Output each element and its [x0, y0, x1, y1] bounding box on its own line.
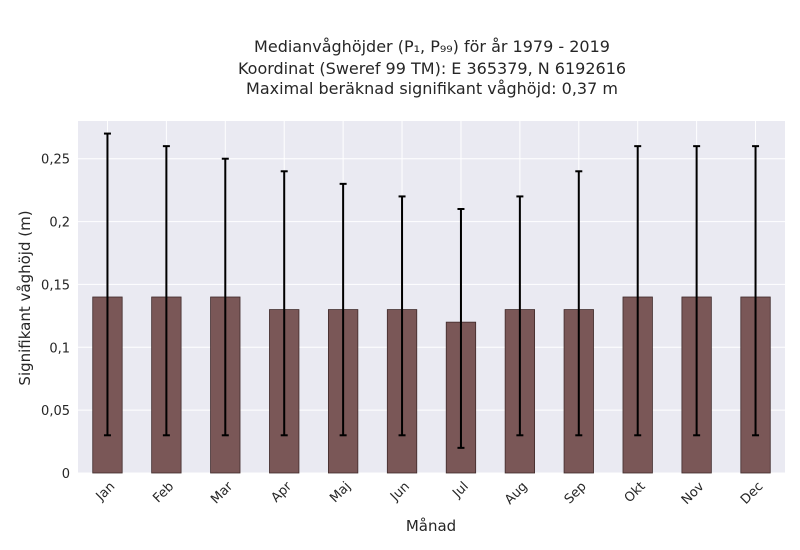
x-tick-label-okt: Okt: [622, 479, 649, 506]
x-tick-label-jun: Jun: [387, 479, 413, 505]
error-bar-maj: [339, 182, 347, 437]
y-tick-label: 0,1: [49, 341, 70, 356]
y-tick-label: 0: [62, 467, 70, 482]
x-tick-label-jan: Jan: [93, 479, 118, 504]
error-bar-jul: [457, 208, 465, 449]
title-line-1: Medianvåghöjder (P₁, P₉₉) för år 1979 - …: [254, 37, 610, 56]
x-tick-label-mar: Mar: [208, 479, 236, 507]
y-tick-label: 0,15: [41, 278, 70, 293]
x-tick-label-dec: Dec: [738, 479, 766, 507]
x-tick-label-aug: Aug: [502, 479, 531, 508]
chart-title: Medianvåghöjder (P₁, P₉₉) för år 1979 - …: [238, 37, 626, 98]
error-bar-sep: [575, 170, 583, 437]
error-bar-okt: [634, 145, 642, 437]
x-tick-label-feb: Feb: [150, 479, 177, 506]
error-bar-jan: [103, 132, 111, 437]
error-bar-aug: [516, 195, 524, 437]
error-bar-jun: [398, 195, 406, 437]
x-axis-label: Månad: [406, 517, 456, 535]
title-line-3: Maximal beräknad signifikant våghöjd: 0,…: [246, 79, 618, 98]
y-tick-label: 0,25: [41, 153, 70, 168]
y-axis-label: Signifikant våghöjd (m): [16, 210, 34, 385]
x-tick-label-sep: Sep: [562, 479, 590, 507]
y-axis-ticks: 0 0,05 0,1 0,15 0,2 0,25: [41, 153, 70, 482]
x-tick-label-apr: Apr: [269, 479, 296, 506]
error-bar-apr: [280, 170, 288, 437]
title-line-2: Koordinat (Sweref 99 TM): E 365379, N 61…: [238, 59, 626, 78]
x-tick-label-maj: Maj: [327, 479, 354, 506]
x-tick-label-jul: Jul: [449, 479, 471, 501]
error-bars: [103, 132, 760, 449]
x-axis-ticks: Jan Feb Mar Apr Maj Jun Jul Aug Sep Okt Nov Dec: [93, 479, 767, 508]
x-tick-label-nov: Nov: [679, 479, 708, 508]
error-bar-nov: [693, 145, 701, 437]
plot-area: [78, 121, 785, 473]
error-bar-dec: [752, 145, 760, 437]
y-tick-label: 0,2: [49, 216, 70, 231]
error-bar-feb: [162, 145, 170, 437]
y-tick-label: 0,05: [41, 404, 70, 419]
error-bar-mar: [221, 157, 229, 437]
